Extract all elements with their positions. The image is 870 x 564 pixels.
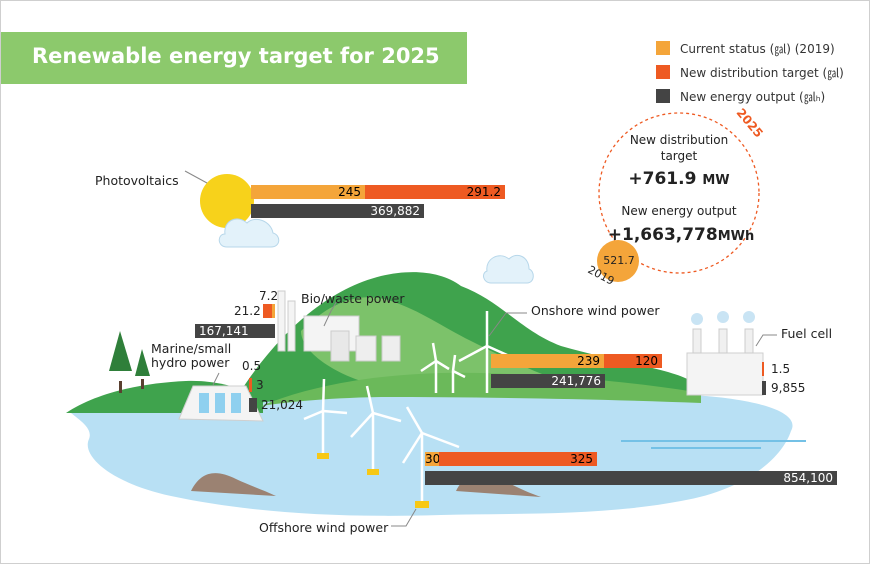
bar-onshore-target: 120 [604, 354, 662, 368]
label-marine-1: Marine/small [151, 341, 232, 356]
legend-swatch [656, 89, 670, 103]
bar-pv-target: 291.2 [365, 185, 505, 199]
summary-output-label: New energy output [621, 204, 737, 218]
bar-pv-output: 369,882 [251, 204, 424, 218]
legend-item-output: New energy output (㏿ₕ) [656, 84, 844, 108]
label-bio-waste: Bio/waste power [301, 291, 405, 306]
bar-bio-current [272, 304, 275, 318]
bar-offshore-output: 854,100 [425, 471, 837, 485]
bar-pv-current: 245 [251, 185, 365, 199]
label-fuel-cell: Fuel cell [781, 326, 833, 341]
bar-marine-target [249, 378, 252, 392]
sun-icon [200, 174, 254, 228]
value-fuel-output: 9,855 [771, 381, 806, 395]
bar-marine-output [249, 398, 257, 412]
value-marine-current: 0.5 [242, 359, 262, 373]
value-bio-current: 7.2 [259, 289, 279, 303]
label-offshore: Offshore wind power [259, 520, 389, 535]
bar-onshore-current: 239 [491, 354, 604, 368]
summary-dist-label-2: target [660, 149, 698, 163]
legend: Current status (㏿) (2019) New distributi… [656, 36, 844, 108]
value-bio-target: 21.2 [234, 304, 261, 318]
label-onshore: Onshore wind power [531, 303, 660, 318]
bar-onshore-output: 241,776 [491, 374, 605, 388]
value-fuel-target: 1.5 [771, 362, 791, 376]
legend-swatch [656, 41, 670, 55]
summary-dist-label-1: New distribution [629, 133, 729, 147]
label-marine-2: hydro power [151, 355, 230, 370]
summary-dist-value: +761.9 MW [628, 169, 730, 189]
summary-circle [598, 112, 760, 274]
bar-bio-target [263, 304, 272, 318]
base-value: 521.7 [603, 254, 635, 267]
title-banner: Renewable energy target for 2025 [1, 32, 467, 84]
summary-output-value: +1,663,778MWh [607, 225, 755, 245]
legend-swatch [656, 65, 670, 79]
bar-offshore-current: 30 [425, 452, 441, 466]
page-title: Renewable energy target for 2025 [32, 44, 440, 68]
legend-item-current: Current status (㏿) (2019) [656, 36, 844, 60]
bar-offshore-target: 325 [439, 452, 597, 466]
bar-bio-output: 167,141 [195, 324, 275, 338]
value-marine-output: 21,024 [261, 398, 303, 412]
legend-item-target: New distribution target (㏿) [656, 60, 844, 84]
label-photovoltaics: Photovoltaics [95, 173, 179, 188]
bar-fuel-output [762, 381, 766, 395]
value-marine-target: 3 [256, 378, 264, 392]
base-year-bubble [597, 240, 639, 282]
fuel-cell-plant-icon [686, 352, 764, 396]
bar-fuel-target [762, 362, 764, 376]
